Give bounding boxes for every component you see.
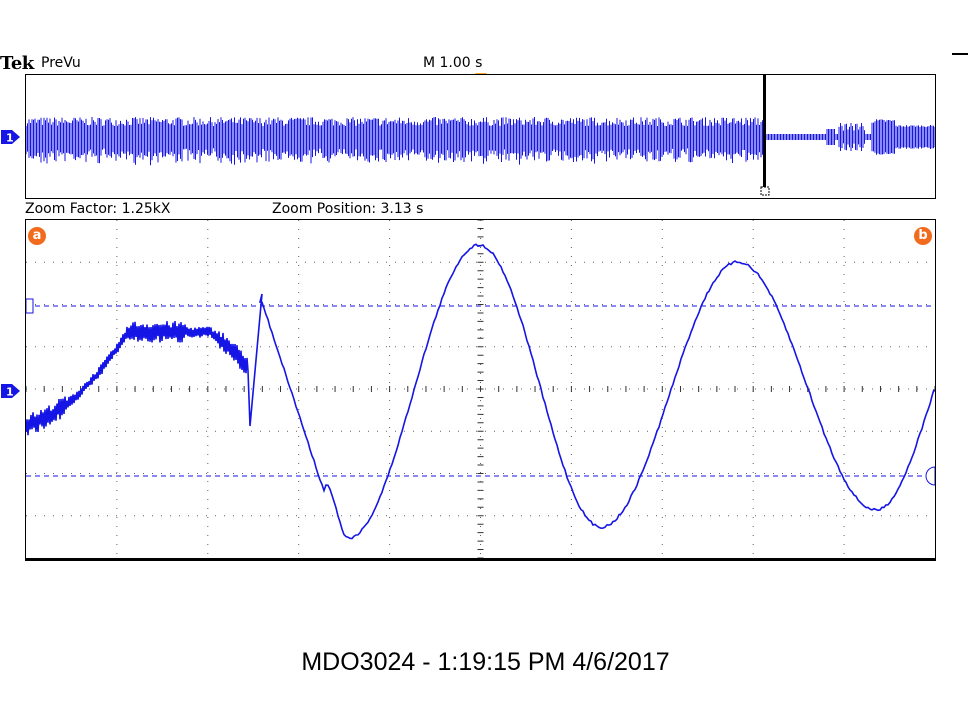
graticule-center-ticks (26, 220, 935, 558)
cursor-b-handle[interactable] (925, 466, 935, 486)
overview-trace (26, 117, 935, 166)
instrument-timestamp-footer: MDO3024 - 1:19:15 PM 4/6/2017 (301, 648, 670, 676)
zoom-waveform-panel[interactable] (25, 219, 936, 561)
zoom-trace (26, 243, 935, 540)
cursor-a-handle[interactable] (26, 298, 34, 314)
zoom-window-marker[interactable] (763, 75, 766, 187)
svg-text:1: 1 (6, 132, 14, 145)
channel-1-zoom-marker[interactable]: 1 (0, 383, 22, 399)
cursor-a-badge[interactable]: a (28, 227, 46, 245)
channel-1-overview-marker[interactable]: 1 (0, 129, 22, 145)
cursor-b-badge[interactable]: b (914, 227, 932, 245)
record-overview-panel[interactable] (25, 74, 936, 199)
timebase-readout: M 1.00 s (423, 55, 483, 71)
overview-trace-path (26, 117, 935, 166)
zoom-factor-readout: Zoom Factor: 1.25kX (25, 201, 171, 217)
svg-text:1: 1 (6, 386, 14, 399)
tek-brand-logo: Tek (0, 53, 34, 74)
graticule-grid (26, 220, 935, 558)
zoom-window-handle[interactable] (760, 186, 770, 196)
zoom-position-readout: Zoom Position: 3.13 s (272, 201, 424, 217)
acquisition-mode-label: PreVu (41, 55, 81, 71)
menu-dash-icon (952, 53, 968, 55)
